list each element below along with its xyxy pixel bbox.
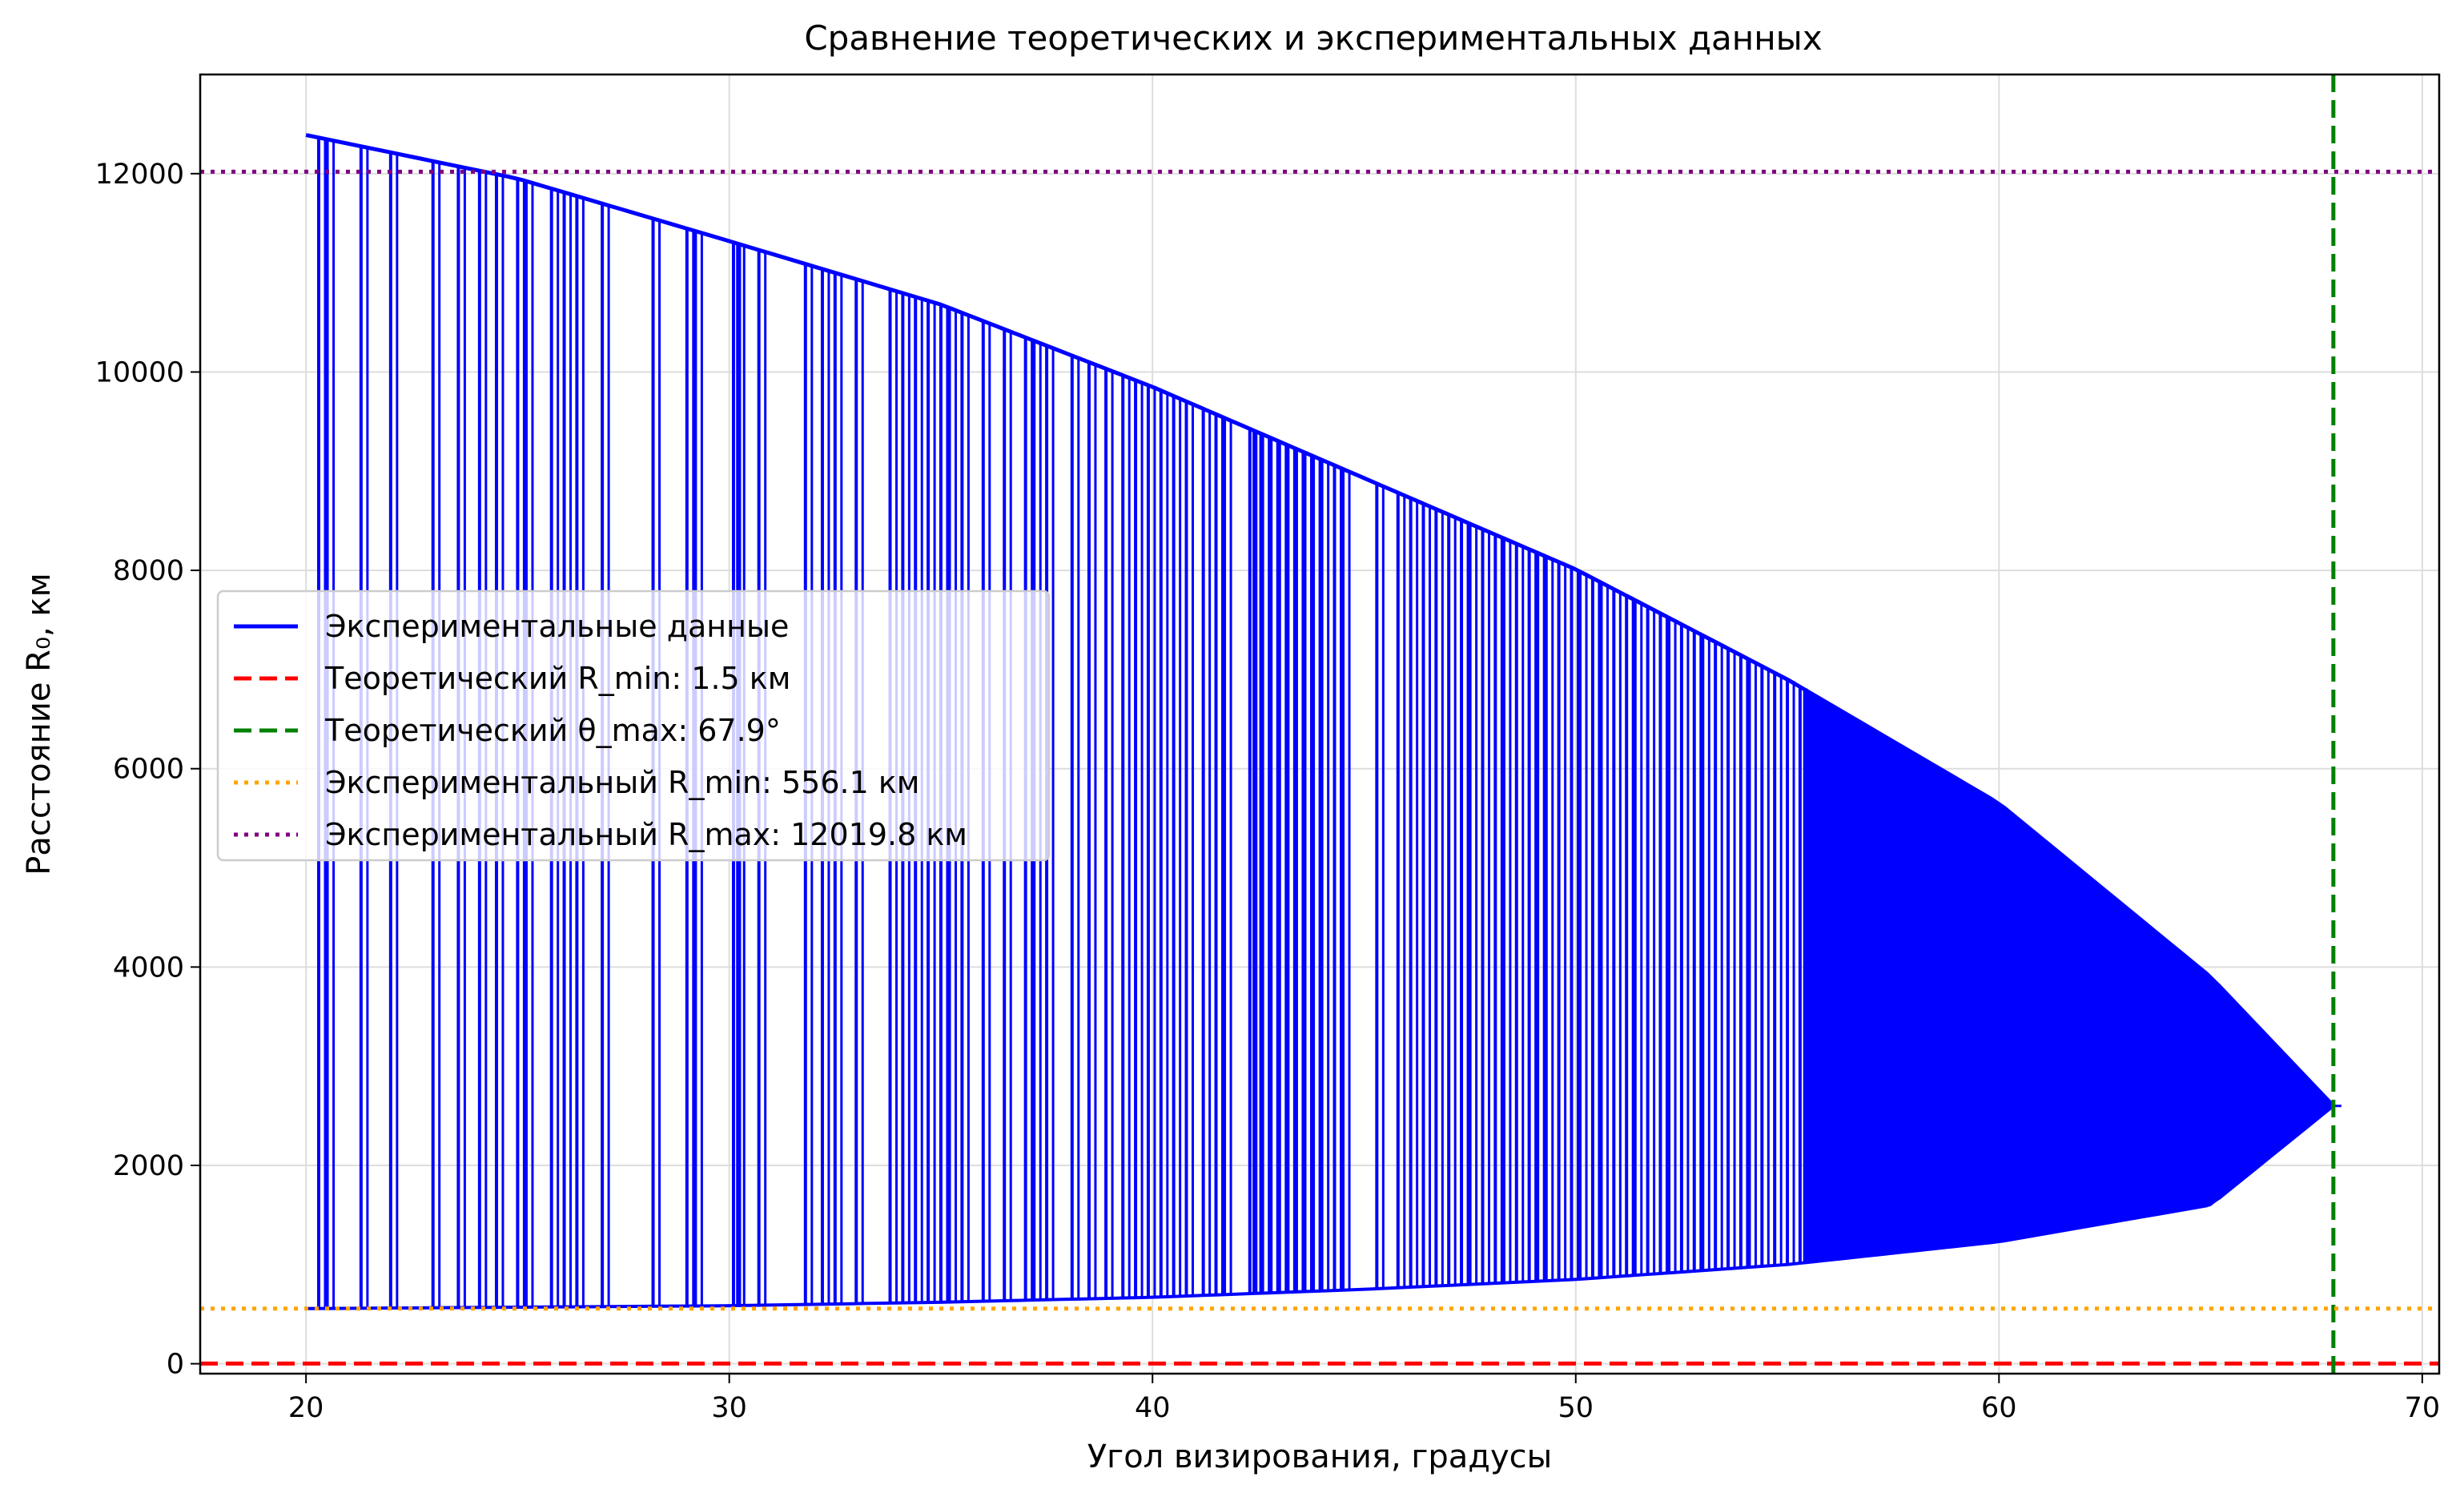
x-tick-label: 40 [1135, 1392, 1171, 1424]
legend-label: Теоретический θ_max: 67.9° [324, 713, 781, 748]
plot-frame [199, 73, 2441, 1375]
legend-label: Экспериментальный R_max: 12019.8 км [325, 817, 967, 852]
y-tick-label: 4000 [113, 952, 184, 984]
legend: Экспериментальные данные Теоретический R_… [216, 590, 1051, 862]
x-tick-label: 30 [711, 1392, 747, 1424]
x-axis-label: Угол визирования, градусы [1087, 1439, 1552, 1475]
x-tick-label: 60 [1981, 1392, 2017, 1424]
experimental-lower-envelope [306, 1105, 2335, 1310]
y-axis-label: Расстояние R₀, км [21, 573, 58, 875]
y-tick-label: 2000 [113, 1150, 184, 1182]
x-tick-label: 70 [2405, 1392, 2441, 1424]
y-tick-label: 12000 [95, 159, 184, 191]
legend-frame [216, 590, 1051, 862]
x-tick-label: 20 [288, 1392, 324, 1424]
experimental-upper-envelope [305, 133, 2335, 1108]
chart-title: Сравнение теоретических и эксперименталь… [804, 18, 1822, 58]
y-tick-label: 6000 [113, 754, 184, 786]
legend-label: Экспериментальные данные [325, 609, 789, 644]
legend-label: Экспериментальный R_min: 556.1 км [325, 765, 919, 800]
axis-ticks: 20 30 40 50 60 70 0 2000 4000 6000 8000 10000 12000 [95, 159, 2440, 1424]
y-tick-label: 0 [167, 1349, 184, 1381]
legend-label: Теоретический R_min: 1.5 км [324, 661, 790, 696]
y-tick-label: 10000 [95, 356, 184, 388]
y-tick-label: 8000 [113, 555, 184, 587]
x-tick-label: 50 [1558, 1392, 1594, 1424]
